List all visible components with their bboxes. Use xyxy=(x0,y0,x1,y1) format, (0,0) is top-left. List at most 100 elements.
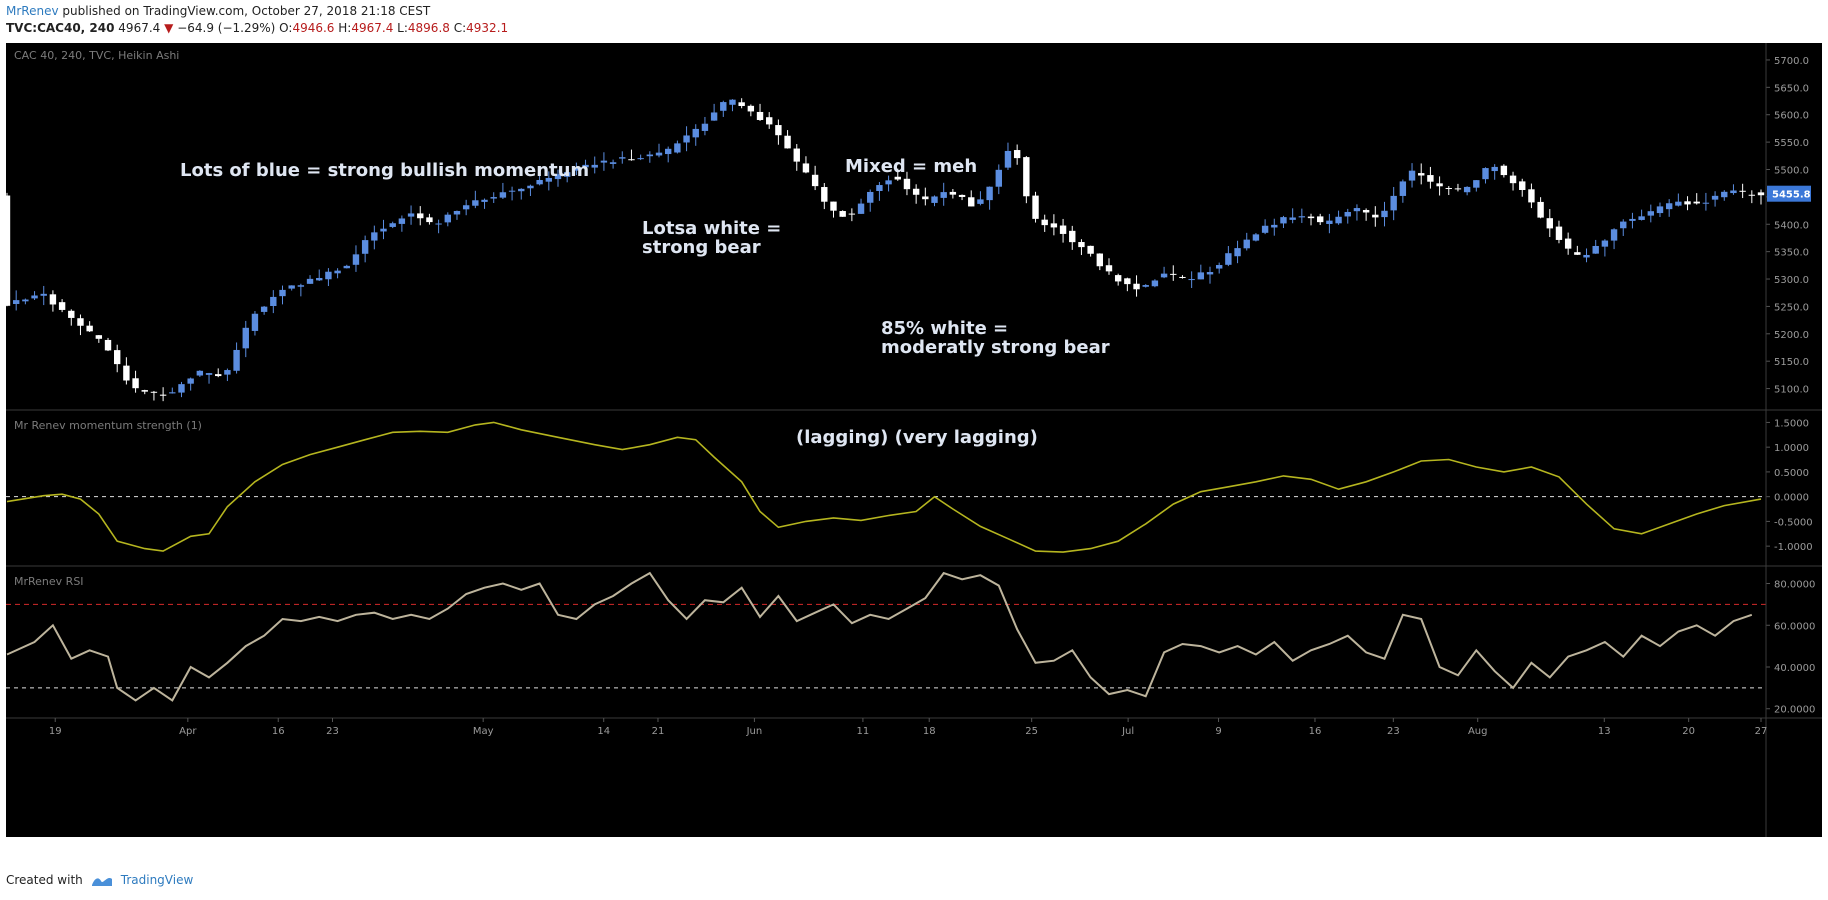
annotation-bear-2: strong bear xyxy=(642,237,761,258)
high-value: 4967.4 xyxy=(351,21,394,35)
momentum-axis: 1.5000 1.0000 0.5000 0.0000 -0.5000 -1.0000 xyxy=(1766,418,1813,553)
last-price-badge-label: 5455.8 xyxy=(1772,190,1811,201)
price-pane[interactable]: CAC 40, 240, TVC, Heikin Ashi 5700.0 5650… xyxy=(3,49,1811,402)
candle-body xyxy=(508,190,516,192)
chart-svg[interactable]: CAC 40, 240, TVC, Heikin Ashi 5700.0 5650… xyxy=(3,43,1822,837)
tradingview-link[interactable]: TradingView xyxy=(120,873,194,887)
candle-body xyxy=(1702,202,1710,204)
rsi-pane[interactable]: MrRenev RSI 80.0000 60.0000 40.0000 20.0000 xyxy=(6,571,1815,716)
low-label: L: xyxy=(397,21,408,35)
time-tick-label: 27 xyxy=(1755,726,1768,737)
candle-body xyxy=(1381,210,1388,218)
candle-body xyxy=(306,278,314,284)
candle-body xyxy=(1390,195,1397,211)
candle-body xyxy=(912,188,920,195)
candle-body xyxy=(132,378,139,389)
price-tick-label: 5200.0 xyxy=(1774,330,1809,341)
candle-body xyxy=(1684,201,1691,205)
momentum-tick-label: 1.5000 xyxy=(1774,418,1809,429)
candle-body xyxy=(591,164,598,168)
candle-body xyxy=(1693,201,1700,204)
candle-body xyxy=(1408,170,1416,181)
candle-body xyxy=(1574,252,1581,255)
candle-body xyxy=(31,295,38,299)
candle-body xyxy=(40,293,47,296)
candle-body xyxy=(325,271,332,280)
candle-body xyxy=(1592,245,1599,254)
annotation-mixed: Mixed = meh xyxy=(845,156,977,177)
candle-body xyxy=(444,214,451,223)
candle-body xyxy=(242,327,249,349)
candle-body xyxy=(1509,175,1517,184)
candle-body xyxy=(766,117,773,125)
candle-body xyxy=(674,143,681,153)
candle-body xyxy=(1032,195,1039,219)
tradingview-logo-icon[interactable] xyxy=(91,873,113,887)
candle-body xyxy=(196,370,204,376)
close-value: 4932.1 xyxy=(466,21,509,35)
candle-body xyxy=(729,99,736,105)
candle-body xyxy=(1620,221,1627,229)
rsi-line xyxy=(6,571,1753,702)
candle-body xyxy=(582,164,589,168)
candle-body xyxy=(986,186,993,201)
change-value: −64.9 (−1.29%) xyxy=(177,21,276,35)
rsi-axis: 80.0000 60.0000 40.0000 20.0000 xyxy=(1766,580,1815,716)
candle-body xyxy=(1638,216,1645,220)
time-tick-label: May xyxy=(473,726,494,737)
candle-body xyxy=(68,310,75,318)
time-tick-label: 16 xyxy=(1309,726,1322,737)
candle-body xyxy=(637,158,644,160)
candle-body xyxy=(1124,278,1131,285)
time-tick-label: Apr xyxy=(179,726,197,737)
time-tick-label: 23 xyxy=(326,726,339,737)
chart-area[interactable]: CAC 40, 240, TVC, Heikin Ashi 5700.0 5650… xyxy=(3,43,1822,837)
candle-body xyxy=(141,390,148,392)
candle-body xyxy=(1546,218,1553,229)
momentum-pane[interactable]: Mr Renev momentum strength (1) 1.5000 1.0… xyxy=(6,418,1813,553)
candle-body xyxy=(1326,220,1333,224)
candle-body xyxy=(949,191,957,195)
candle-body xyxy=(1023,157,1030,197)
candle-body xyxy=(802,163,810,173)
candle-body xyxy=(95,335,103,339)
candle-body xyxy=(701,123,709,131)
candle-body xyxy=(233,349,240,371)
candle-body xyxy=(1757,192,1765,196)
candle-body xyxy=(1528,189,1535,203)
published-text: published on TradingView.com, October 27… xyxy=(62,4,431,18)
rsi-pane-title: MrRenev RSI xyxy=(14,575,84,588)
candle-body xyxy=(361,240,369,254)
candle-body xyxy=(1427,175,1434,182)
price-axis: 5700.05650.05600.05550.05500.05450.05400… xyxy=(1766,56,1809,396)
candle-body xyxy=(1372,214,1379,218)
time-axis[interactable]: 19 Apr 16 23 May 14 21 Jun 11 18 25 Jul 9 16 23 Aug 13 20… xyxy=(49,718,1768,737)
candle-body xyxy=(1399,181,1407,196)
candle-body xyxy=(1069,230,1076,243)
candle-body xyxy=(646,154,654,157)
candle-body xyxy=(224,370,231,375)
time-tick-label: 13 xyxy=(1598,726,1611,737)
candle-body xyxy=(1280,217,1287,224)
candle-body xyxy=(343,265,350,269)
symbol-label: TVC:CAC40, 240 xyxy=(6,21,115,35)
candle-body xyxy=(1215,265,1223,269)
time-tick-label: Jul xyxy=(1121,726,1134,737)
open-value: 4946.6 xyxy=(292,21,335,35)
candle-body xyxy=(1629,218,1636,221)
candle-body xyxy=(683,135,690,143)
footer: Created with TradingView xyxy=(6,873,193,887)
candle-body xyxy=(1353,208,1361,212)
last-price: 4967.4 xyxy=(118,21,161,35)
momentum-pane-title: Mr Renev momentum strength (1) xyxy=(14,419,202,432)
candle-body xyxy=(1078,242,1085,248)
candle-body xyxy=(600,160,608,163)
candle-body xyxy=(1179,276,1186,278)
momentum-tick-label: 1.0000 xyxy=(1774,443,1809,454)
author-link[interactable]: MrRenev xyxy=(6,4,59,18)
price-tick-label: 5700.0 xyxy=(1774,56,1809,67)
candle-body xyxy=(876,185,883,191)
annotation-bullish: Lots of blue = strong bullish momentum xyxy=(180,160,589,181)
candle-body xyxy=(472,200,479,206)
time-tick-label: Jun xyxy=(746,726,763,737)
